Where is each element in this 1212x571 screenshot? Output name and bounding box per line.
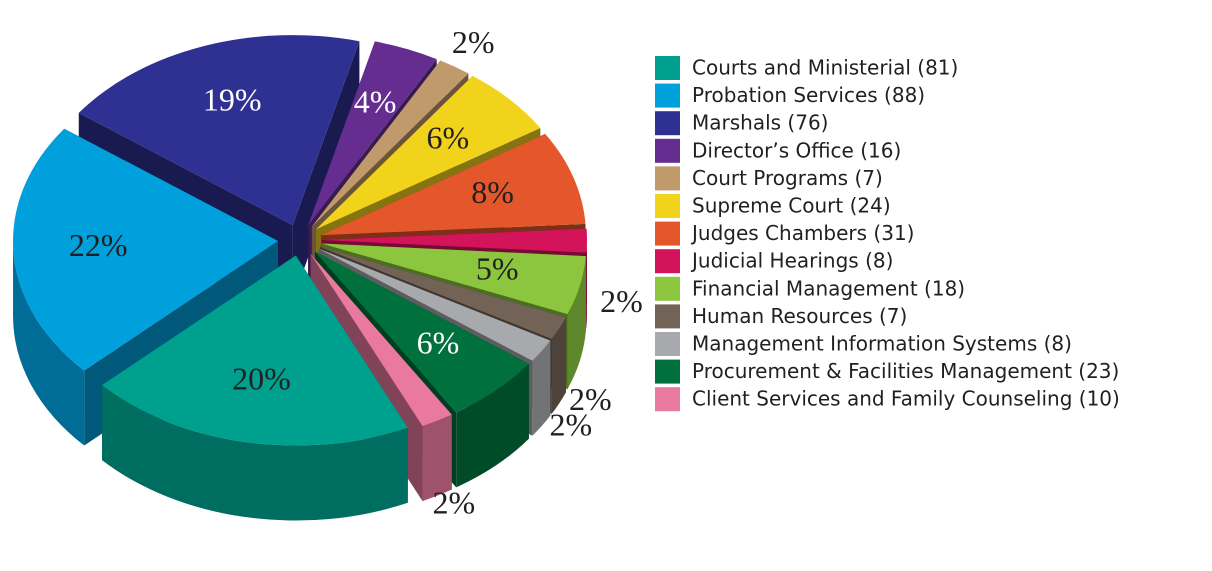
legend-label: Judicial Hearings (8) [690,249,893,273]
slice [315,251,529,413]
slice-label: 6% [417,324,460,360]
pie: 20%22%19% 4%2%6%8%2%5%2%2%6%2% [13,24,643,521]
slice-label: 2% [433,485,476,521]
slice [308,41,437,226]
slice [318,248,551,361]
legend-swatch [655,83,680,108]
slice-label: 19% [203,82,262,118]
legend-swatch [655,138,680,163]
legend-label: Probation Services (88) [692,83,925,107]
legend-swatch [655,221,680,246]
slice [316,75,541,230]
legend-label: Financial Management (18) [692,276,965,300]
slice-label: 4% [354,84,397,120]
slice-label: 2% [549,406,592,442]
slice-side [13,240,85,446]
slice-side [456,363,529,488]
legend-label: Director’s Office (16) [692,138,901,162]
slice [321,243,586,315]
legend-label: Supreme Court (24) [692,194,891,218]
slice-side [551,317,566,414]
legend-swatch [655,249,680,274]
slice [321,228,587,253]
slice [101,255,408,446]
slice-side [532,340,551,436]
legend-swatch [655,194,680,218]
legend-label: Courts and Ministerial (81) [692,56,958,80]
slice-label: 2% [600,283,643,319]
slice-label: 20% [232,361,291,397]
slice-label: 2% [569,381,612,417]
slice-side [101,385,408,521]
slice [13,128,279,371]
legend-swatch [655,111,680,136]
legend-swatch [655,387,680,412]
legend-label: Client Services and Family Counseling (1… [692,387,1120,411]
slice [311,60,469,227]
slice-label: 22% [69,227,128,263]
slice-side [586,240,587,328]
slice [310,253,452,427]
legend-label: Human Resources (7) [692,304,907,328]
slice-label: 2% [452,24,495,60]
legend-label: Marshals (76) [692,111,828,135]
legend-swatch [655,359,680,384]
slice [320,133,586,236]
legend-swatch [655,332,680,356]
legend: Courts and Ministerial (81) Probation Ser… [655,56,1120,412]
legend-label: Court Programs (7) [692,166,883,190]
slice-label: 6% [427,119,470,155]
legend-swatch [655,276,680,301]
legend-label: Judges Chambers (31) [690,221,914,245]
legend-swatch [655,56,680,80]
slice-label: 5% [476,250,519,286]
legend-swatch [655,166,680,191]
slice-side [422,414,452,502]
slice-label: 8% [471,174,514,210]
slice [78,35,360,226]
slice [101,255,408,521]
legend-swatch [655,304,680,329]
slice-side [567,256,586,390]
legend-label: Procurement & Facilities Management (23) [692,359,1119,383]
slice [319,246,566,339]
legend-label: Management Information Systems (8) [692,332,1072,356]
